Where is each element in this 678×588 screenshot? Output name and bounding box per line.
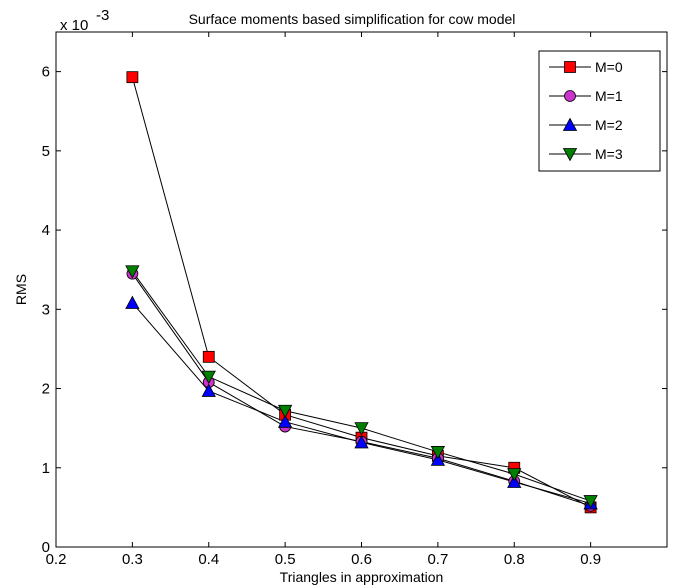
y-tick-label: 6 — [42, 64, 50, 81]
y-tick-label: 2 — [42, 381, 50, 398]
legend-item: M=2 — [549, 117, 623, 133]
x-tick-label: 0.4 — [198, 551, 219, 568]
data-point — [354, 435, 369, 449]
legend-item: M=3 — [549, 146, 623, 162]
x-tick-label: 0.5 — [275, 551, 296, 568]
x-tick-label: 0.8 — [504, 551, 525, 568]
legend-marker — [564, 90, 576, 102]
y-tick-label: 1 — [42, 460, 50, 477]
series-markers-M=2 — [125, 295, 598, 510]
data-point — [201, 383, 216, 397]
data-point — [277, 414, 293, 428]
x-tick-label: 0.6 — [351, 551, 372, 568]
axis-ticks: 0.2 0.3 0.4 0.5 0.6 0.7 0.8 0.9 0 1 2 3 4 5 6 — [42, 32, 667, 568]
data-point — [125, 295, 140, 309]
data-point — [430, 446, 446, 460]
legend-item: M=0 — [549, 59, 623, 75]
y-tick-label: 5 — [42, 143, 50, 160]
data-point — [202, 350, 215, 363]
x-tick-label: 0.9 — [580, 551, 601, 568]
legend-label: M=3 — [595, 146, 623, 162]
data-point — [201, 370, 216, 384]
legend-marker — [562, 148, 578, 162]
legend: M=0 M=1 M=2 M=3 — [538, 50, 661, 172]
x-tick-label: 0.2 — [46, 551, 67, 568]
legend-label: M=0 — [595, 59, 623, 75]
x-tick-label: 0.7 — [427, 551, 448, 568]
data-point — [277, 404, 293, 419]
data-point — [583, 495, 598, 509]
legend-label: M=1 — [595, 88, 623, 104]
legend-marker — [564, 61, 576, 73]
data-point — [507, 474, 522, 488]
legend-label: M=2 — [595, 117, 623, 133]
y-tick-label: 3 — [42, 301, 50, 318]
y-axis-label: RMS — [13, 274, 29, 305]
data-point — [126, 71, 139, 84]
y-tick-label: 4 — [42, 222, 50, 239]
data-point — [430, 452, 446, 466]
data-point — [125, 265, 140, 279]
y-multiplier-exponent: -3 — [96, 7, 109, 24]
y-multiplier-base: x 10 — [60, 17, 88, 34]
x-tick-label: 0.3 — [122, 551, 143, 568]
legend-box — [538, 50, 661, 172]
y-tick-label: 0 — [42, 539, 50, 556]
chart-title: Surface moments based simplification for… — [189, 11, 516, 27]
legend-item: M=1 — [549, 88, 623, 104]
legend-marker — [562, 117, 578, 131]
data-point — [354, 422, 369, 436]
data-point — [507, 468, 522, 482]
y-axis-multiplier: x 10 -3 — [60, 7, 109, 34]
series-markers-M=3 — [125, 265, 598, 509]
series-layer — [125, 71, 598, 514]
x-axis-label: Triangles in approximation — [280, 569, 444, 585]
